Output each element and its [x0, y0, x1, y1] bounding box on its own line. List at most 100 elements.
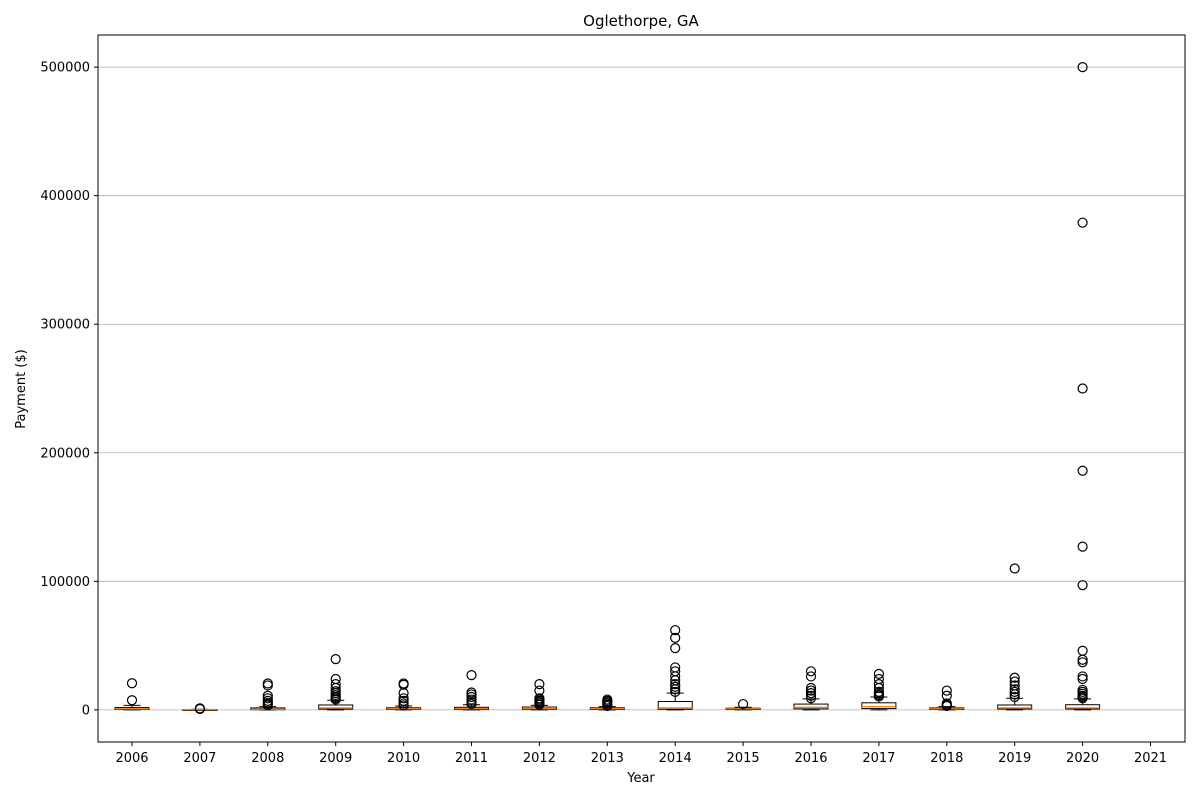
- outlier-point: [534, 679, 545, 690]
- x-tick-label: 2010: [387, 751, 420, 766]
- outlier-point: [1009, 686, 1020, 697]
- outlier-point: [330, 673, 341, 685]
- outlier-point: [1009, 684, 1020, 695]
- outlier-point: [1077, 671, 1088, 682]
- box-2011: [454, 670, 489, 711]
- box-2012: [521, 679, 557, 711]
- y-tick-label: 0: [82, 703, 90, 718]
- outlier-point: [670, 643, 681, 654]
- x-tick-label: 2011: [455, 751, 488, 766]
- outlier-point: [398, 693, 409, 704]
- outlier-point: [873, 673, 885, 685]
- outlier-point: [1009, 563, 1020, 574]
- x-tick-label: 2017: [862, 751, 895, 766]
- outlier-point: [1077, 465, 1088, 476]
- gridlines: [98, 66, 1185, 711]
- outlier-point: [1077, 383, 1088, 394]
- box-2006: [114, 678, 150, 711]
- x-axis-label: Year: [626, 771, 655, 786]
- outlier-point: [805, 685, 817, 696]
- outlier-point: [466, 691, 477, 703]
- outlier-point: [805, 693, 817, 704]
- box-iqr: [793, 703, 829, 710]
- outlier-point: [194, 703, 205, 714]
- outlier-point: [670, 681, 681, 692]
- outlier-point: [805, 690, 817, 701]
- outlier-point: [262, 678, 273, 689]
- y-axis-label: Payment ($): [14, 349, 29, 428]
- outlier-point: [398, 688, 409, 699]
- x-tick-label: 2021: [1134, 751, 1167, 766]
- outlier-point: [398, 698, 409, 709]
- outlier-point: [805, 666, 817, 677]
- outlier-point: [1077, 657, 1088, 668]
- outlier-point: [466, 694, 477, 705]
- x-tick-label: 2018: [930, 751, 963, 766]
- x-tick-label: 2013: [591, 751, 624, 766]
- outlier-point: [670, 686, 681, 697]
- outlier-point: [466, 670, 477, 681]
- x-tick-label: 2019: [998, 751, 1031, 766]
- outlier-point: [126, 695, 138, 706]
- x-tick-label: 2016: [794, 751, 827, 766]
- outlier-point: [670, 666, 681, 677]
- y-tick-label: 200000: [40, 446, 90, 461]
- box-2015: [725, 698, 761, 711]
- box-iqr: [657, 701, 693, 710]
- outlier-point: [1077, 580, 1088, 591]
- box-2019: [997, 563, 1033, 711]
- y-tick-label: 500000: [40, 61, 90, 76]
- outlier-point: [737, 698, 749, 710]
- x-tick-label: 2009: [319, 751, 352, 766]
- outlier-point: [941, 690, 952, 701]
- outlier-point: [805, 671, 817, 682]
- outlier-point: [670, 625, 681, 636]
- outlier-point: [1009, 672, 1020, 683]
- outlier-point: [126, 678, 138, 689]
- x-tick-label: 2008: [251, 751, 284, 766]
- x-tick-label: 2007: [183, 751, 216, 766]
- box-2020: [1065, 62, 1101, 711]
- outlier-point: [1009, 676, 1020, 687]
- outlier-point: [1009, 691, 1020, 703]
- boxes: [114, 62, 1101, 715]
- outlier-point: [602, 694, 613, 705]
- outlier-point: [330, 653, 341, 665]
- box-2013: [589, 694, 625, 712]
- outlier-point: [805, 688, 817, 699]
- box-2009: [318, 653, 354, 711]
- box-iqr: [861, 702, 897, 710]
- plot-frame: [97, 34, 1186, 743]
- outlier-point: [262, 690, 273, 701]
- box-iqr: [318, 704, 354, 710]
- outlier-point: [670, 679, 681, 690]
- x-tick-label: 2006: [115, 751, 148, 766]
- box-2014: [657, 625, 693, 711]
- outlier-point: [534, 693, 545, 704]
- x-tick-label: 2020: [1066, 751, 1099, 766]
- outlier-point: [941, 698, 952, 709]
- box-iqr: [997, 704, 1033, 710]
- outlier-point: [670, 632, 681, 643]
- outlier-point: [466, 687, 477, 698]
- outlier-point: [1009, 680, 1020, 691]
- outlier-point: [330, 686, 341, 697]
- box-2018: [929, 685, 965, 712]
- box-iqr: [1065, 704, 1101, 710]
- x-tick-label: 2014: [659, 751, 692, 766]
- box-2017: [861, 668, 897, 711]
- outlier-point: [873, 668, 885, 679]
- box-2016: [793, 666, 829, 711]
- x-tick-label: 2015: [727, 751, 760, 766]
- outlier-point: [330, 679, 341, 690]
- outlier-point: [466, 697, 477, 708]
- outlier-point: [1077, 684, 1088, 696]
- outlier-point: [670, 662, 681, 673]
- outlier-point: [262, 695, 273, 706]
- outlier-point: [534, 685, 545, 696]
- x-tick-label: 2012: [523, 751, 556, 766]
- outlier-point: [805, 682, 817, 694]
- y-tick-label: 400000: [40, 189, 90, 204]
- outlier-point: [1077, 541, 1088, 552]
